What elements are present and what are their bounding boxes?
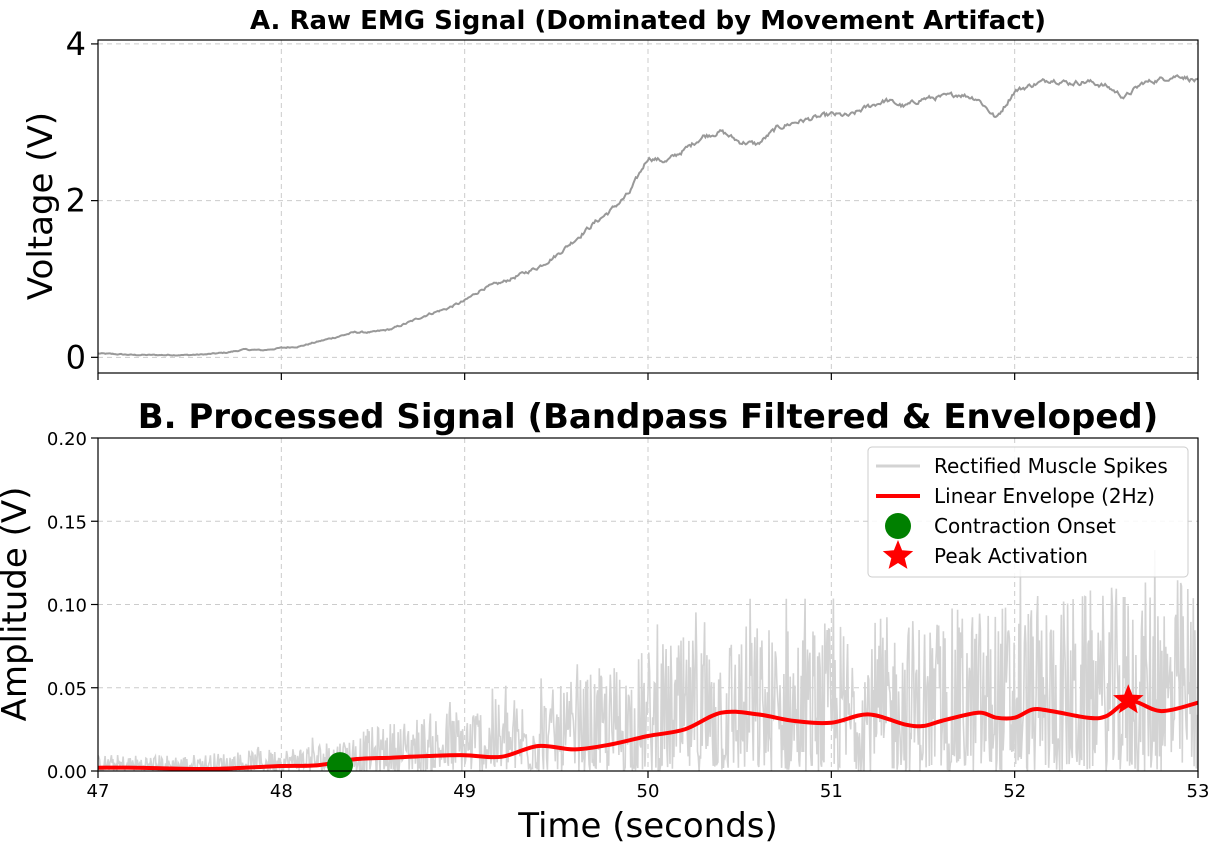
panel-b-markers — [327, 684, 1144, 779]
legend-label-peak: Peak Activation — [934, 544, 1088, 568]
panel-b-ytick-label: 0.15 — [47, 512, 87, 533]
panel-a-ticks: 0 2 4 — [66, 25, 1199, 380]
panel-b-xtick-label: 48 — [270, 781, 293, 802]
panel-b-envelope-line — [98, 699, 1198, 771]
panel-b-xtick-label: 51 — [820, 781, 843, 802]
panel-b-ytick-label: 0.00 — [47, 762, 87, 783]
panel-b-xtick-label: 50 — [637, 781, 660, 802]
panel-a-ytick-label: 2 — [66, 182, 86, 220]
panel-b-xtick-label: 49 — [453, 781, 476, 802]
legend-label-envelope: Linear Envelope (2Hz) — [934, 484, 1155, 508]
panel-b-ytick-label: 0.05 — [47, 679, 87, 700]
panel-b-xtick-label: 53 — [1187, 781, 1210, 802]
panel-b-xtick-label: 47 — [87, 781, 110, 802]
panel-a-title: A. Raw EMG Signal (Dominated by Movement… — [250, 6, 1046, 36]
panel-b-processed: B. Processed Signal (Bandpass Filtered &… — [0, 397, 1209, 846]
panel-a-raw-emg: A. Raw EMG Signal (Dominated by Movement… — [21, 6, 1199, 380]
legend-label-spikes: Rectified Muscle Spikes — [934, 454, 1168, 478]
panel-b-series — [98, 550, 1198, 771]
legend-box — [867, 446, 1189, 578]
panel-a-ytick-label: 0 — [66, 338, 86, 376]
panel-b-ticks: 47 48 49 50 51 52 53 0.00 0.05 0.10 0.15 0.20 — [47, 429, 1210, 802]
legend-marker-onset — [885, 513, 911, 539]
contraction-onset-marker — [327, 752, 353, 779]
panel-b-ylabel: Amplitude (V) — [0, 487, 35, 722]
panel-a-ytick-label: 4 — [66, 25, 86, 63]
panel-a-series — [97, 74, 1199, 357]
panel-a-raw-signal-line — [97, 74, 1199, 357]
panel-b-xtick-label: 52 — [1003, 781, 1026, 802]
peak-activation-marker — [1113, 684, 1144, 714]
panel-a-ylabel: Voltage (V) — [21, 112, 61, 300]
panel-b-ytick-label: 0.10 — [47, 596, 87, 617]
legend: Rectified Muscle Spikes Linear Envelope … — [867, 446, 1189, 578]
panel-b-title: B. Processed Signal (Bandpass Filtered &… — [138, 397, 1159, 437]
panel-b-xlabel: Time (seconds) — [517, 806, 778, 846]
panel-b-ytick-label: 0.20 — [47, 429, 87, 450]
panel-a-grid — [98, 40, 1198, 373]
legend-marker-peak — [882, 540, 914, 569]
legend-label-onset: Contraction Onset — [934, 514, 1116, 538]
